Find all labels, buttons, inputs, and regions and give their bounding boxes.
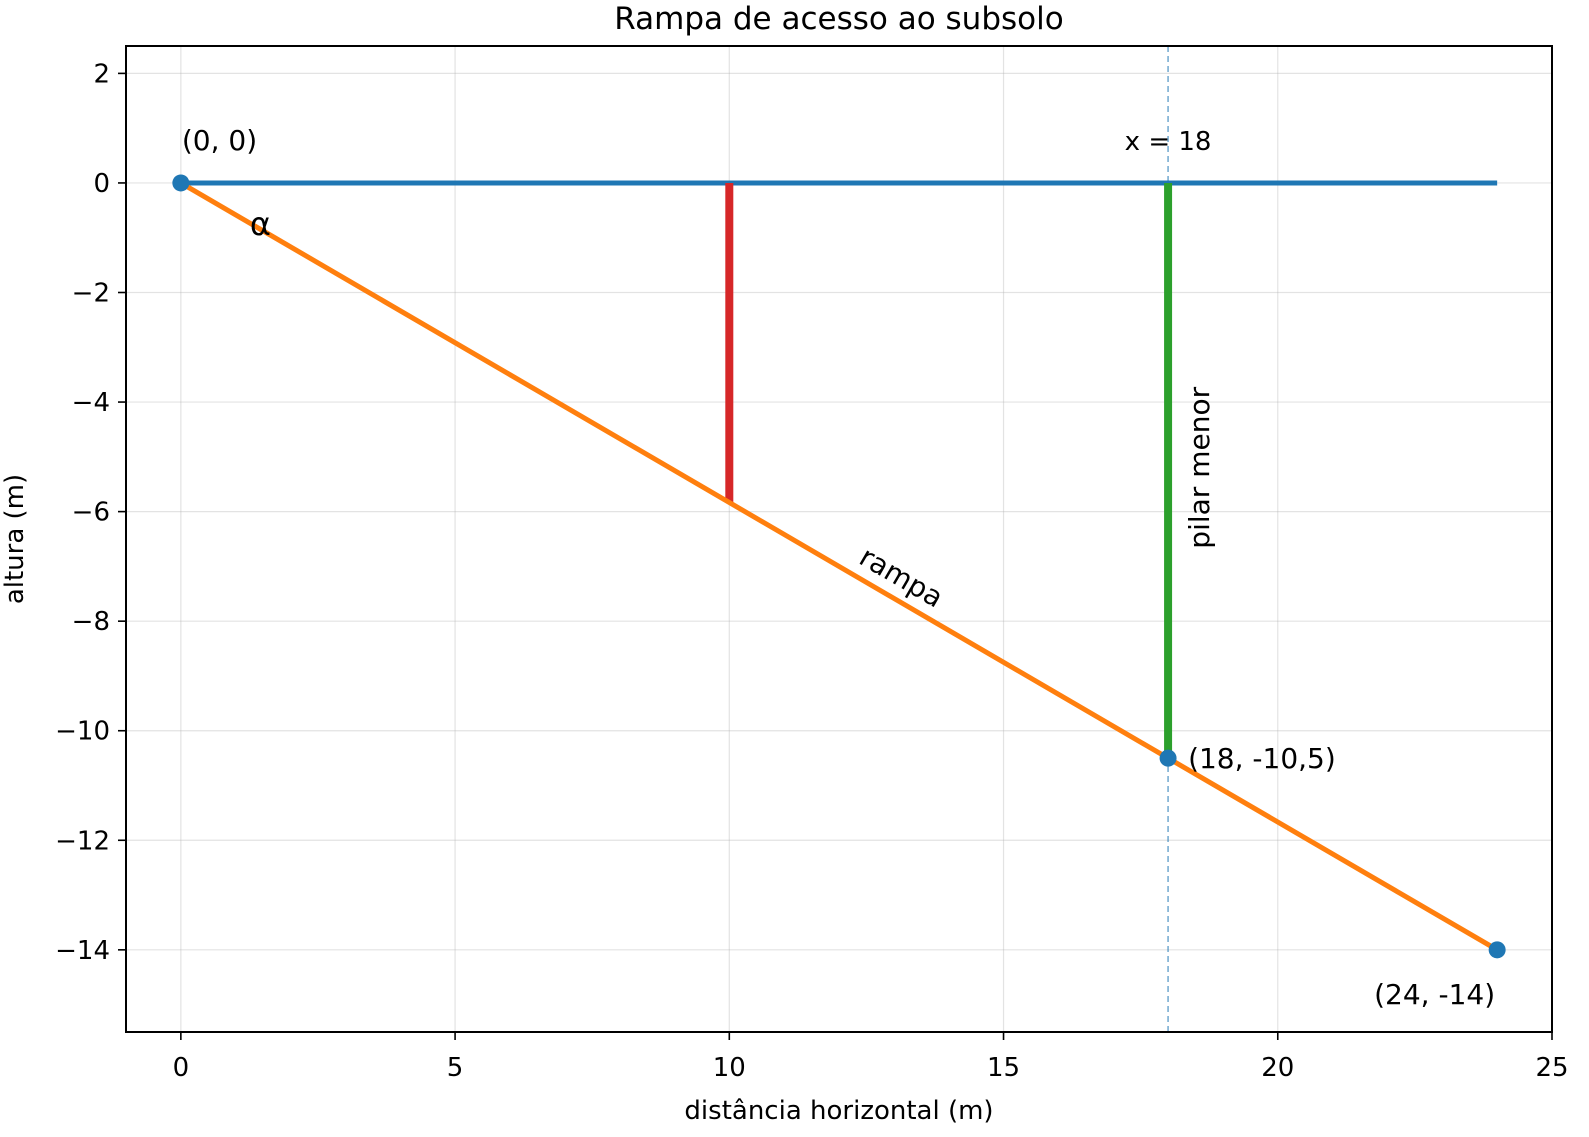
x-tick-label: 10 [713,1053,746,1083]
y-tick-label: −4 [72,388,110,418]
x-tick-label: 25 [1535,1053,1568,1083]
x-tick-label: 0 [173,1053,190,1083]
x-tick-label: 20 [1261,1053,1294,1083]
x-axis-label: distância horizontal (m) [684,1096,993,1126]
angle-label: α [250,205,271,243]
pillar-label: pilar menor [1183,386,1216,548]
data-point [172,174,190,192]
guide-line-label: x = 18 [1125,127,1212,157]
x-tick-label: 5 [447,1053,464,1083]
chart-title: Rampa de acesso ao subsolo [614,1,1063,37]
origin-point-label: (0, 0) [182,124,257,157]
data-point [1159,749,1177,767]
x-tick-label: 15 [987,1053,1020,1083]
grid [126,46,1553,1032]
ramp-line [179,180,1499,952]
middle-point-label: (18, -10,5) [1188,742,1336,775]
plot-frame [125,45,1553,1033]
y-tick-label: 0 [93,169,110,199]
data-point [1488,941,1506,959]
series-group [179,180,1499,952]
y-tick-label: −14 [55,936,110,966]
points-group [172,174,1506,959]
y-tick-label: −6 [72,498,110,528]
end-point-label: (24, -14) [1374,978,1495,1011]
y-tick-label: −2 [72,279,110,309]
y-tick-label: −12 [55,826,110,856]
y-tick-label: −8 [72,607,110,637]
y-tick-label: 2 [93,59,110,89]
y-axis-label: altura (m) [0,474,30,604]
y-tick-label: −10 [55,717,110,747]
